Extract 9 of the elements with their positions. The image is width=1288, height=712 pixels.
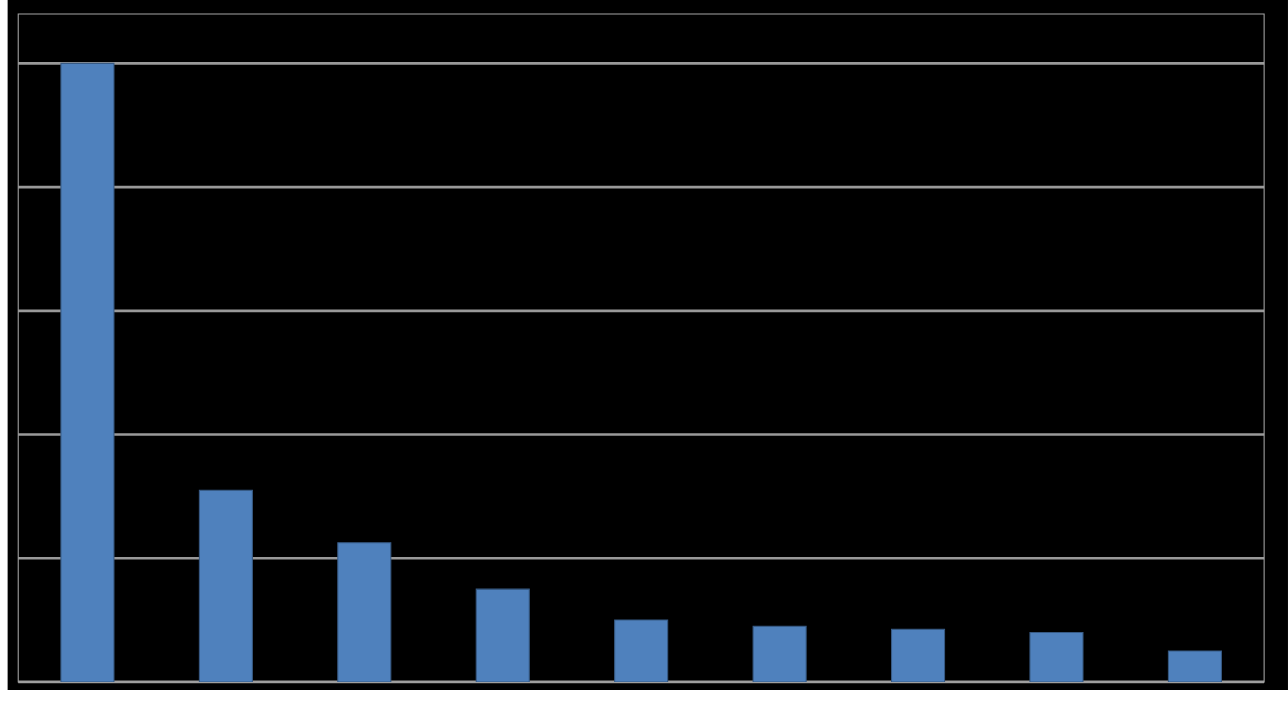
bar	[752, 626, 807, 683]
bar	[1167, 650, 1222, 683]
bar	[337, 542, 392, 683]
bar	[198, 489, 253, 683]
bar	[614, 619, 669, 683]
bar	[60, 63, 115, 683]
bar	[891, 629, 946, 683]
bar	[475, 588, 530, 683]
bar	[1029, 632, 1084, 683]
